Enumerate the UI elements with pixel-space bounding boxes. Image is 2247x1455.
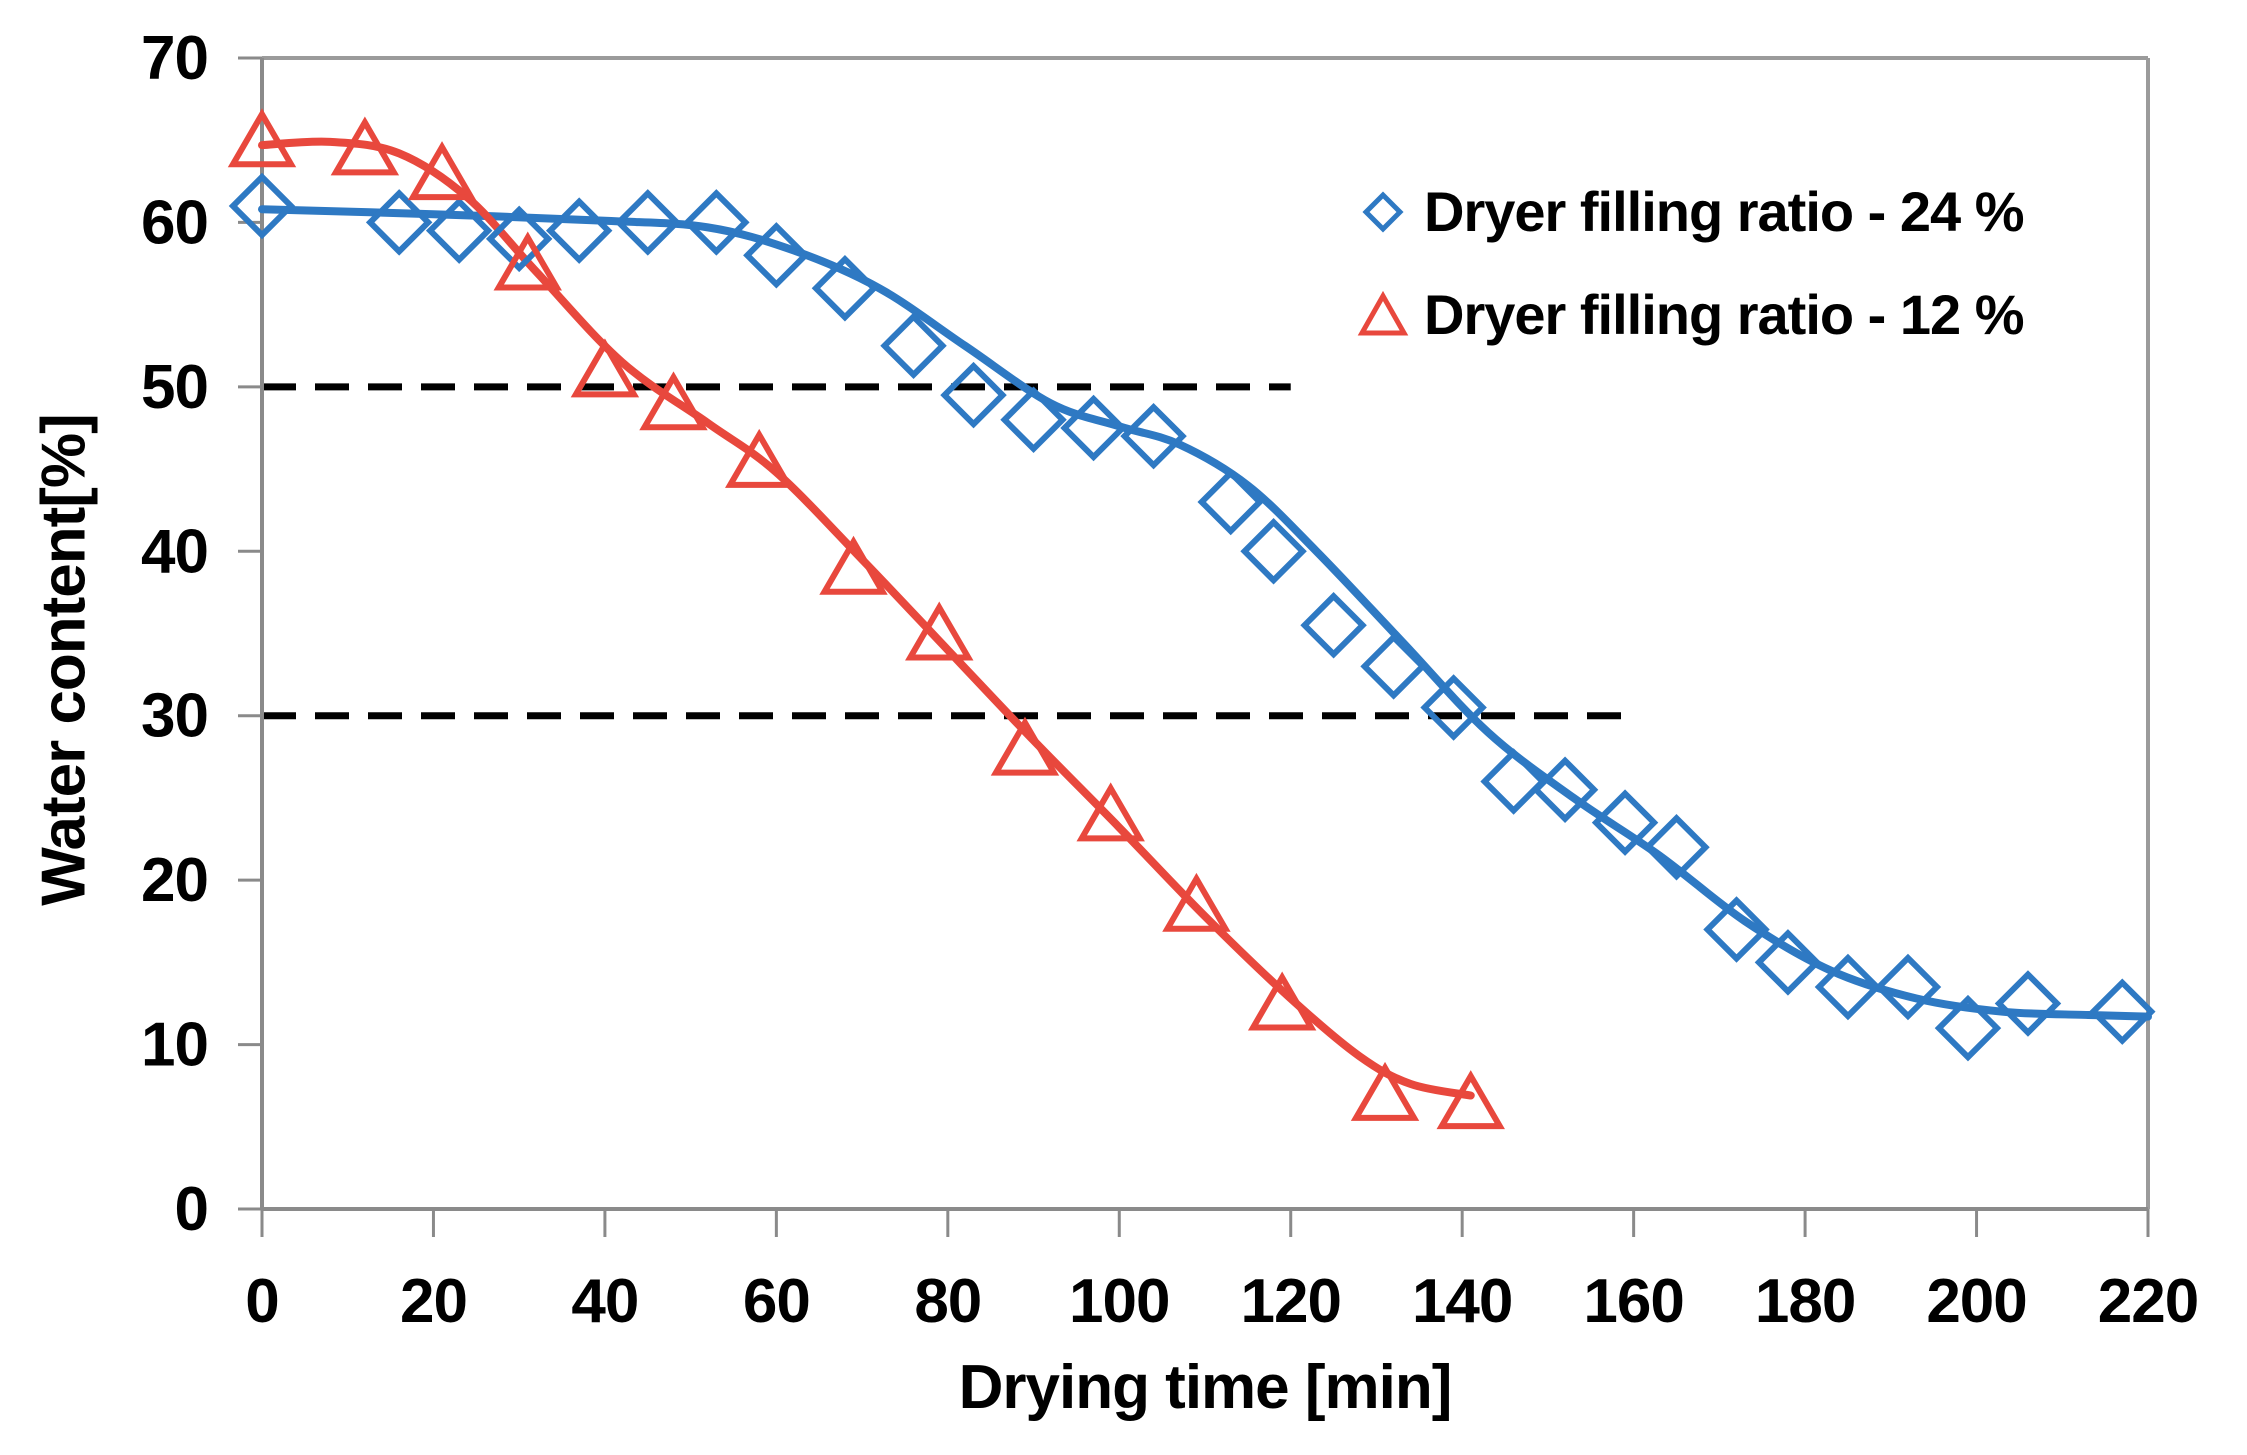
data-point-diamond — [1934, 994, 2002, 1062]
data-point-triangle — [1247, 971, 1317, 1031]
data-point-diamond — [1874, 953, 1942, 1021]
x-tick-label: 220 — [2098, 1267, 2198, 1336]
x-tick-label: 100 — [1069, 1267, 1169, 1336]
data-point-diamond — [880, 312, 947, 379]
data-point-triangle — [407, 141, 477, 201]
y-tick-label: 70 — [141, 24, 208, 93]
data-point-triangle — [1162, 872, 1231, 932]
data-point-triangle — [227, 108, 297, 168]
data-point-triangle — [819, 535, 888, 595]
data-point-triangle — [990, 716, 1060, 776]
y-tick-label: 40 — [141, 517, 208, 586]
data-point-diamond — [1703, 896, 1770, 963]
data-point-diamond — [1643, 814, 1710, 881]
triangle-marker-icon — [1357, 290, 1409, 336]
legend-label-ratio-24: Dryer filling ratio - 24 % — [1424, 180, 2024, 243]
x-tick-label: 20 — [400, 1267, 467, 1336]
x-tick-label: 140 — [1412, 1267, 1512, 1336]
data-point-diamond — [485, 205, 553, 273]
legend: Dryer filling ratio - 24 % Dryer filling… — [1350, 179, 2024, 385]
data-point-diamond — [743, 222, 810, 289]
data-point-diamond — [1240, 518, 1307, 585]
x-tick-label: 120 — [1241, 1267, 1341, 1336]
legend-label-ratio-12: Dryer filling ratio - 12 % — [1424, 283, 2024, 346]
data-point-diamond — [1754, 929, 1822, 996]
data-point-triangle — [493, 231, 562, 291]
y-tick-label: 20 — [141, 846, 208, 915]
data-point-diamond — [1531, 756, 1599, 823]
data-point-diamond — [425, 197, 493, 264]
x-tick-label: 60 — [743, 1267, 810, 1336]
y-axis-title: Water content[%] — [29, 414, 99, 906]
y-tick-label: 50 — [141, 353, 208, 422]
data-point-diamond — [2089, 978, 2156, 1045]
data-point-triangle — [1350, 1061, 1420, 1121]
data-point-diamond — [1814, 953, 1882, 1021]
data-point-diamond — [811, 254, 879, 322]
data-point-triangle — [905, 601, 974, 661]
data-point-diamond — [1120, 402, 1187, 470]
data-point-diamond — [1300, 592, 1367, 659]
data-point-diamond — [1480, 748, 1547, 815]
x-axis-title: Drying time [min] — [958, 1353, 1453, 1422]
x-tick-label: 0 — [245, 1267, 278, 1336]
data-point-triangle — [639, 371, 708, 431]
data-point-triangle — [330, 116, 400, 176]
data-point-diamond — [365, 189, 433, 256]
data-point-diamond — [1994, 970, 2062, 1037]
data-point-triangle — [1436, 1070, 1505, 1130]
y-tick-label: 10 — [141, 1011, 208, 1080]
x-tick-label: 180 — [1755, 1267, 1855, 1336]
data-point-triangle — [725, 428, 794, 488]
legend-item-ratio-12: Dryer filling ratio - 12 % — [1350, 282, 2024, 348]
y-tick-label: 60 — [141, 188, 208, 257]
data-point-diamond — [683, 189, 750, 256]
data-point-diamond — [1360, 633, 1427, 700]
data-point-diamond — [1420, 674, 1487, 741]
data-point-diamond — [1000, 386, 1067, 453]
data-point-diamond — [545, 197, 613, 264]
y-tick-label: 0 — [175, 1175, 208, 1244]
data-point-diamond — [1060, 394, 1127, 462]
y-tick-label: 30 — [141, 682, 208, 751]
x-tick-label: 40 — [571, 1267, 638, 1336]
data-point-diamond — [228, 172, 296, 240]
data-point-triangle — [570, 338, 640, 398]
trend-line-24pct — [258, 205, 2152, 1021]
data-point-triangle — [1076, 782, 1145, 842]
x-tick-label: 200 — [1926, 1267, 2026, 1336]
x-tick-label: 80 — [914, 1267, 981, 1336]
legend-item-ratio-24: Dryer filling ratio - 24 % — [1350, 179, 2024, 245]
data-point-diamond — [1197, 468, 1264, 536]
data-point-diamond — [1591, 789, 1659, 856]
data-point-diamond — [614, 189, 682, 256]
diamond-marker-icon — [1362, 191, 1404, 233]
x-tick-label: 160 — [1583, 1267, 1683, 1336]
data-point-diamond — [940, 361, 1007, 429]
